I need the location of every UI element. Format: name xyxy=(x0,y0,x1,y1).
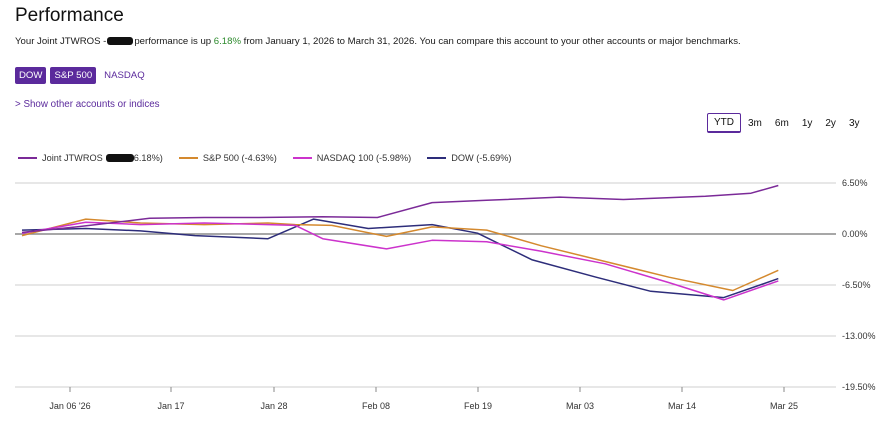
x-tick-label: Mar 25 xyxy=(770,401,798,411)
legend-swatch xyxy=(292,157,312,159)
x-tick-label: Jan 06 '26 xyxy=(49,401,90,411)
summary-gain: 6.18% xyxy=(213,36,241,47)
x-tick-label: Mar 03 xyxy=(566,401,594,411)
legend-swatch xyxy=(18,157,37,159)
x-tick-label: Jan 28 xyxy=(260,401,287,411)
legend-label: Joint JTWROS 6.18%) xyxy=(42,153,163,163)
range-3m[interactable]: 3m xyxy=(748,117,762,129)
benchmark-nasdaq[interactable]: NASDAQ xyxy=(104,70,145,81)
y-tick-label: -13.00% xyxy=(842,331,876,341)
legend-item-sp500[interactable]: S&P 500 (-4.63%) xyxy=(178,153,277,163)
legend-label: DOW (-5.69%) xyxy=(451,153,512,163)
legend-item-dow[interactable]: DOW (-5.69%) xyxy=(427,153,511,163)
y-tick-label: -6.50% xyxy=(842,280,871,290)
chart-legend: Joint JTWROS 6.18%) S&P 500 (-4.63%) NASD… xyxy=(18,153,511,163)
range-ytd[interactable]: YTD xyxy=(707,113,741,133)
legend-swatch xyxy=(178,157,198,159)
show-other-accounts-link[interactable]: > Show other accounts or indices xyxy=(15,99,160,110)
benchmark-dow[interactable]: DOW xyxy=(15,67,47,84)
y-tick-label: -19.50% xyxy=(842,382,876,392)
legend-item-account[interactable]: Joint JTWROS 6.18%) xyxy=(18,153,163,163)
summary-prefix: Your Joint JTWROS - xyxy=(15,36,107,47)
range-1y[interactable]: 1y xyxy=(801,117,813,129)
redacted-account-number xyxy=(105,154,134,162)
x-tick-label: Mar 14 xyxy=(668,401,696,411)
performance-summary: Your Joint JTWROS - performance is up 6.1… xyxy=(15,36,741,47)
x-tick-label: Feb 08 xyxy=(362,401,390,411)
redacted-account-number xyxy=(107,37,134,45)
range-6m[interactable]: 6m xyxy=(774,117,789,129)
benchmark-sp500[interactable]: S&P 500 xyxy=(50,67,97,84)
series-line-dow xyxy=(21,218,779,299)
legend-label: NASDAQ 100 (-5.98%) xyxy=(316,153,412,163)
y-tick-label: 0.00% xyxy=(842,229,868,239)
legend-label: S&P 500 (-4.63%) xyxy=(202,153,277,163)
x-tick-label: Feb 19 xyxy=(464,401,492,411)
benchmark-toggles: DOW S&P 500 NASDAQ xyxy=(15,67,149,84)
legend-swatch xyxy=(427,157,447,159)
series-line-s-p-500 xyxy=(21,218,779,292)
y-tick-label: 6.50% xyxy=(842,178,868,188)
range-3y[interactable]: 3y xyxy=(848,117,860,129)
range-2y[interactable]: 2y xyxy=(825,117,836,129)
page-title: Performance xyxy=(15,5,124,26)
legend-item-nasdaq[interactable]: NASDAQ 100 (-5.98%) xyxy=(292,153,412,163)
series-line-nasdaq-100 xyxy=(21,221,779,301)
series-line-joint-jtwros xyxy=(21,184,779,234)
x-tick-label: Jan 17 xyxy=(157,401,184,411)
summary-suffix: from January 1, 2026 to March 31, 2026. … xyxy=(241,36,741,47)
time-range-selector: YTD 3m 6m 1y 2y 3y xyxy=(707,113,867,133)
summary-mid: performance is up xyxy=(134,36,214,47)
